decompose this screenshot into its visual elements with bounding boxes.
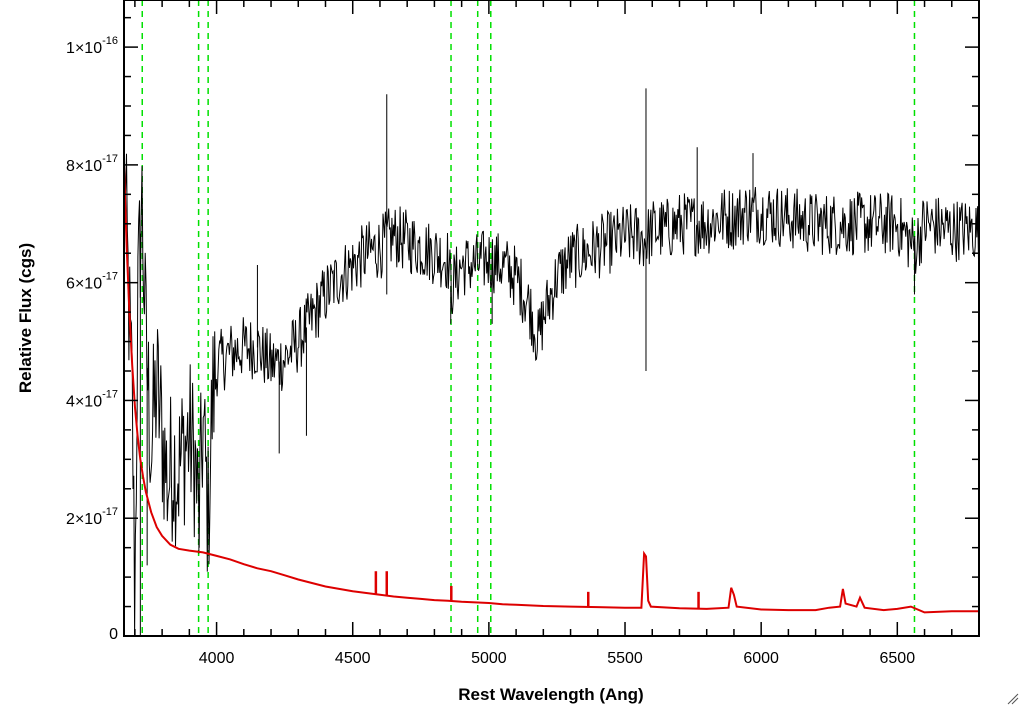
resize-grip-icon[interactable] <box>1007 693 1019 705</box>
x-axis-title: Rest Wavelength (Ang) <box>458 685 643 704</box>
y-tick-label: 4×10-17 <box>66 388 118 410</box>
series-layer <box>123 88 979 637</box>
series-line <box>123 139 979 637</box>
series-line <box>123 164 979 614</box>
x-tick-label: 6000 <box>743 650 779 667</box>
x-tick-label: 5500 <box>607 650 643 667</box>
y-tick-label: 6×10-17 <box>66 271 118 293</box>
x-tick-label: 4500 <box>335 650 371 667</box>
x-tick-label: 6500 <box>880 650 916 667</box>
reference-lines <box>141 0 916 636</box>
y-tick-label: 2×10-17 <box>66 506 118 528</box>
y-tick-label: 8×10-17 <box>66 153 118 175</box>
x-tick-label: 5000 <box>471 650 507 667</box>
x-tick-label: 4000 <box>199 650 235 667</box>
y-tick-label: 0 <box>109 626 118 643</box>
axes: 4000 4500 5000 5500 6000 6500 0 2×10-17 4×10-17 6… <box>66 0 980 667</box>
y-axis-title: Relative Flux (cgs) <box>16 243 35 393</box>
plot-frame <box>123 0 980 637</box>
y-tick-label: 1×10-16 <box>66 35 118 57</box>
